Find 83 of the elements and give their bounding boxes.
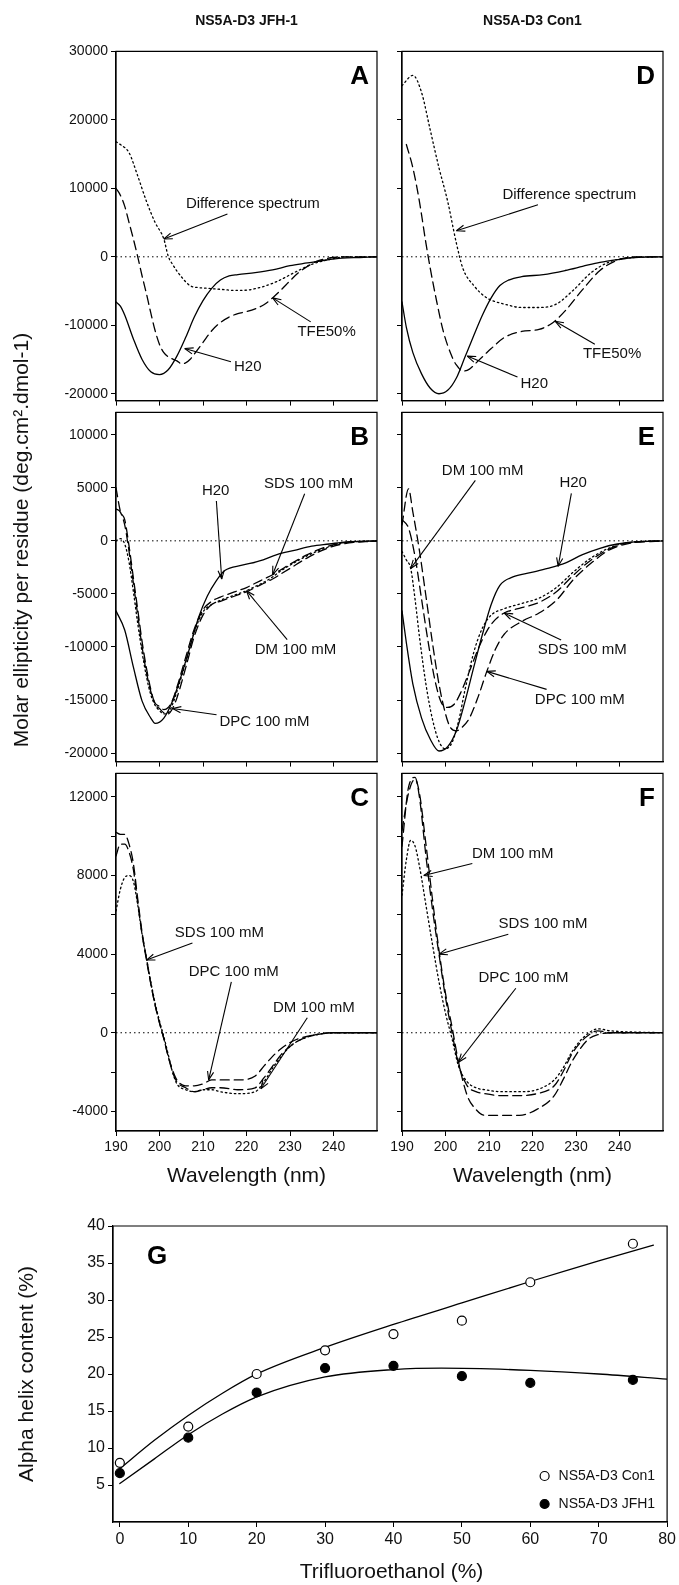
annotation: SDS 100 mM <box>498 914 588 932</box>
annotation: DM 100 mM <box>254 639 337 657</box>
y-tick-label: 35 <box>87 1253 106 1271</box>
x-tick-label: 80 <box>658 1530 677 1548</box>
y-tick-label: 10 <box>87 1438 106 1456</box>
y-tick-label: 10000 <box>69 179 109 196</box>
y-tick-label: 10000 <box>69 425 109 442</box>
y-tick-label: 20 <box>87 1364 106 1382</box>
y-tick-label: 40 <box>87 1216 106 1234</box>
legend-label: NS5A-D3 JFH1 <box>558 1494 656 1511</box>
y-tick-label: 5 <box>96 1475 106 1493</box>
x-tick-label: 210 <box>191 1138 215 1155</box>
x-tick-label: 70 <box>589 1530 608 1548</box>
x-tick-label: 30 <box>316 1530 335 1548</box>
annotation: SDS 100 mM <box>174 923 265 941</box>
annotation: SDS 100 mM <box>264 473 354 491</box>
y-tick-label: 30 <box>87 1290 106 1308</box>
x-tick-label: 190 <box>390 1138 414 1155</box>
x-tick-label: 10 <box>179 1530 198 1548</box>
annotation: DPC 100 mM <box>219 711 310 729</box>
x-axis-title: Wavelength (nm) <box>452 1162 613 1186</box>
y-tick-label: 0 <box>100 1023 109 1040</box>
x-tick-label: 230 <box>278 1138 302 1155</box>
annotation: H20 <box>233 356 262 374</box>
y-tick-label: 0 <box>100 531 109 548</box>
x-tick-label: 20 <box>247 1530 266 1548</box>
annotation: SDS 100 mM <box>537 640 627 658</box>
y-tick-label: -4000 <box>72 1102 109 1119</box>
x-tick-label: 40 <box>384 1530 403 1548</box>
x-tick-label: 190 <box>104 1138 128 1155</box>
annotation: G <box>147 1240 168 1271</box>
y-tick-label: 30000 <box>69 42 109 59</box>
chart-title: NS5A-D3 JFH-1 <box>195 12 298 28</box>
annotation: DPC 100 mM <box>188 962 279 980</box>
y-tick-label: 15 <box>87 1401 106 1419</box>
y-tick-label: 5000 <box>76 478 109 495</box>
x-tick-label: 200 <box>147 1138 172 1155</box>
annotation: E <box>637 420 655 451</box>
annotation: D <box>636 59 655 90</box>
x-tick-label: 230 <box>564 1138 588 1155</box>
x-tick-label: 210 <box>477 1138 501 1155</box>
y-tick-label: 12000 <box>69 787 109 804</box>
annotation: Difference spectrum <box>502 184 637 202</box>
annotation: TFE50% <box>582 344 642 362</box>
annotation: DPC 100 mM <box>478 968 569 986</box>
y-tick-label: 4000 <box>76 945 109 962</box>
y-tick-label: -20000 <box>64 384 109 401</box>
annotation: F <box>639 781 655 812</box>
annotation: C <box>350 781 370 812</box>
annotation: TFE50% <box>297 322 356 340</box>
x-tick-label: 50 <box>452 1530 471 1548</box>
annotation: DPC 100 mM <box>534 689 625 707</box>
x-tick-label: 0 <box>115 1530 125 1548</box>
y-tick-label: -10000 <box>64 637 109 654</box>
annotation: Difference spectrum <box>185 194 320 212</box>
y-tick-label: -20000 <box>64 743 109 760</box>
x-tick-label: 240 <box>321 1138 346 1155</box>
x-axis-title: Trifluoroethanol (%) <box>299 1558 484 1582</box>
annotation: B <box>350 420 369 451</box>
y-tick-label: -15000 <box>64 690 109 707</box>
y-tick-label: 8000 <box>76 866 109 883</box>
y-tick-label: 20000 <box>69 110 109 127</box>
annotation: DM 100 mM <box>273 997 355 1015</box>
y-tick-label: 25 <box>87 1327 106 1345</box>
y-axis-title: Molar ellipticity per residue (deg.cm².dmol-1) <box>8 332 32 748</box>
legend-label: NS5A-D3 Con1 <box>558 1466 656 1483</box>
annotation: A <box>350 59 370 90</box>
annotation: H20 <box>201 481 230 499</box>
y-tick-label: 0 <box>100 247 109 264</box>
x-tick-label: 220 <box>520 1138 545 1155</box>
annotation: DM 100 mM <box>441 460 524 478</box>
x-tick-label: 60 <box>521 1530 540 1548</box>
annotation: H20 <box>559 473 587 491</box>
x-axis-title: Wavelength (nm) <box>166 1162 327 1186</box>
x-tick-label: 200 <box>433 1138 458 1155</box>
y-tick-label: -10000 <box>64 316 109 333</box>
x-tick-label: 240 <box>607 1138 632 1155</box>
annotation: H20 <box>520 374 549 392</box>
y-tick-label: -5000 <box>72 584 109 601</box>
y-axis-title: Alpha helix content (%) <box>13 1266 37 1482</box>
chart-title: NS5A-D3 Con1 <box>483 12 582 28</box>
annotation: DM 100 mM <box>471 843 554 861</box>
x-tick-label: 220 <box>234 1138 259 1155</box>
